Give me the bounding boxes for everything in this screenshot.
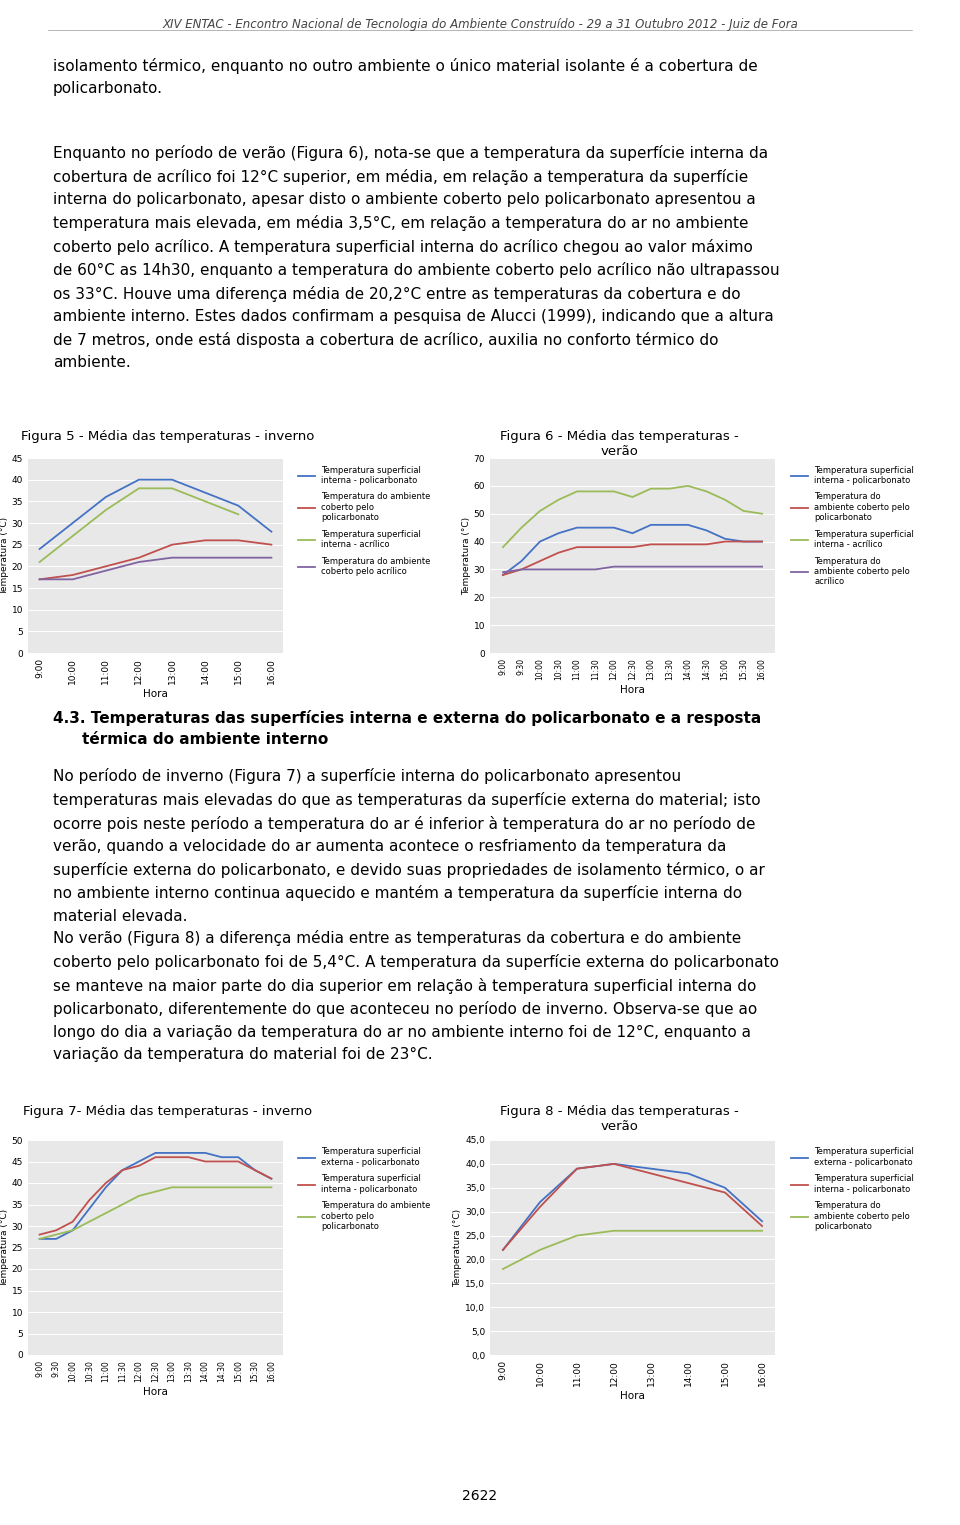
X-axis label: Hora: Hora [620, 685, 645, 695]
Text: 4.3. Temperaturas das superfícies interna e externa do policarbonato e a respost: 4.3. Temperaturas das superfícies intern… [53, 711, 761, 726]
X-axis label: Hora: Hora [620, 1391, 645, 1401]
Text: Figura 7- Média das temperaturas - inverno: Figura 7- Média das temperaturas - inver… [23, 1106, 313, 1118]
X-axis label: Hora: Hora [143, 1388, 168, 1397]
Y-axis label: Temperatura (°C): Temperatura (°C) [0, 517, 9, 595]
Legend: Temperatura superficial
interna - policarbonato, Temperatura do ambiente
coberto: Temperatura superficial interna - polica… [295, 462, 434, 580]
Text: Figura 8 - Média das temperaturas -
verão: Figura 8 - Média das temperaturas - verã… [500, 1106, 738, 1133]
Text: Enquanto no período de verão (Figura 6), nota-se que a temperatura da superfície: Enquanto no período de verão (Figura 6),… [53, 145, 780, 371]
Text: Figura 6 - Média das temperaturas -
verão: Figura 6 - Média das temperaturas - verã… [500, 430, 738, 458]
Y-axis label: Temperatura (°C): Temperatura (°C) [0, 1208, 9, 1287]
Legend: Temperatura superficial
externa - policarbonato, Temperatura superficial
interna: Temperatura superficial externa - polica… [295, 1144, 434, 1234]
Legend: Temperatura superficial
externa - policarbonato, Temperatura superficial
interna: Temperatura superficial externa - polica… [788, 1144, 918, 1234]
X-axis label: Hora: Hora [143, 689, 168, 700]
Legend: Temperatura superficial
interna - policarbonato, Temperatura do
ambiente coberto: Temperatura superficial interna - polica… [788, 462, 918, 590]
Y-axis label: Temperatura (°C): Temperatura (°C) [453, 1208, 463, 1287]
Text: térmica do ambiente interno: térmica do ambiente interno [82, 732, 328, 747]
Text: isolamento térmico, enquanto no outro ambiente o único material isolante é a cob: isolamento térmico, enquanto no outro am… [53, 58, 757, 96]
Text: 2622: 2622 [463, 1488, 497, 1504]
Text: No período de inverno (Figura 7) a superfície interna do policarbonato apresento: No período de inverno (Figura 7) a super… [53, 769, 765, 924]
Text: Figura 5 - Média das temperaturas - inverno: Figura 5 - Média das temperaturas - inve… [21, 430, 315, 442]
Y-axis label: Temperatura (°C): Temperatura (°C) [462, 517, 470, 595]
Text: No verão (Figura 8) a diferença média entre as temperaturas da cobertura e do am: No verão (Figura 8) a diferença média en… [53, 930, 779, 1061]
Text: XIV ENTAC - Encontro Nacional de Tecnologia do Ambiente Construído - 29 a 31 Out: XIV ENTAC - Encontro Nacional de Tecnolo… [162, 18, 798, 30]
